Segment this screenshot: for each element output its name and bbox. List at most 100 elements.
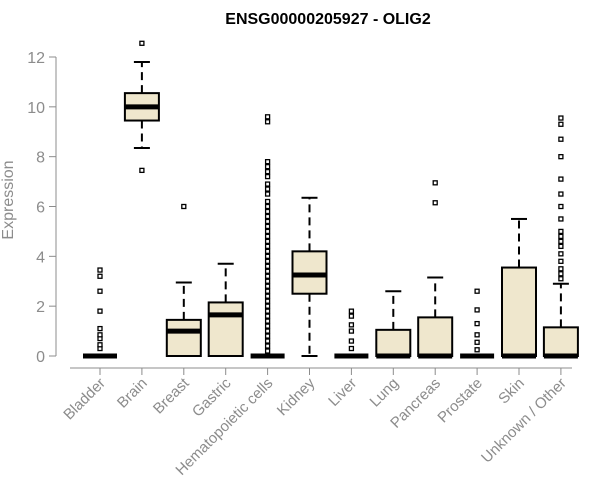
box-iqr [375, 328, 412, 357]
outlier-point [348, 322, 355, 328]
box-iqr [207, 301, 244, 358]
box-lung [375, 290, 412, 359]
outlier-point [264, 333, 271, 339]
y-tick-label: 0 [36, 349, 45, 366]
x-tick-label: Liver [325, 375, 360, 410]
outlier-point [558, 176, 564, 182]
box-liver [334, 308, 369, 359]
outlier-point [558, 203, 564, 210]
outlier-point [474, 332, 480, 338]
outlier-point [432, 180, 438, 186]
outlier-point [264, 223, 271, 230]
outlier-point [264, 158, 271, 165]
outlier-point [264, 298, 271, 304]
outlier-point [264, 303, 271, 309]
outlier-point [264, 318, 271, 324]
outlier-point [264, 268, 271, 274]
outlier-point [264, 273, 271, 279]
outlier-point [264, 278, 271, 284]
y-tick-label: 2 [36, 299, 45, 316]
box-prostate [460, 288, 495, 359]
outlier-point [558, 258, 564, 264]
outlier-point [264, 228, 271, 235]
outlier-point [264, 263, 271, 269]
outlier-point [264, 308, 271, 314]
outlier-point [348, 313, 355, 319]
box-kidney [291, 196, 328, 357]
y-tick-label: 12 [27, 50, 45, 67]
outlier-point [264, 338, 271, 344]
outlier-point [264, 293, 271, 299]
outlier-point [264, 181, 271, 187]
outlier-point [97, 332, 103, 338]
box-iqr [417, 316, 454, 358]
box-iqr [501, 266, 537, 358]
outlier-point [264, 238, 271, 245]
outlier-point [264, 173, 271, 180]
outlier-point [264, 258, 271, 264]
outlier-point [474, 347, 480, 353]
outlier-point [474, 339, 480, 345]
y-tick-label: 4 [36, 249, 45, 266]
outlier-point [97, 273, 103, 279]
y-axis: 0 2 4 6 8 10 12 [27, 50, 57, 366]
outlier-point [264, 191, 271, 197]
outlier-point [558, 121, 564, 127]
outlier-point [558, 243, 564, 250]
box-bladder [83, 267, 117, 359]
outlier-point [348, 338, 355, 344]
outlier-point [264, 218, 271, 225]
outlier-point [264, 323, 271, 329]
box-hematopoietic-cells [250, 114, 285, 359]
outlier-point [474, 320, 480, 327]
outlier-point [558, 228, 564, 235]
box-skin [501, 217, 537, 359]
outlier-point [558, 276, 564, 282]
boxes-layer [83, 40, 579, 359]
outlier-point [264, 168, 271, 175]
outlier-point [264, 233, 271, 240]
outlier-point [264, 114, 271, 120]
outlier-point [558, 136, 564, 142]
y-tick-label: 6 [36, 200, 45, 217]
box-iqr [165, 318, 202, 357]
outlier-point [558, 238, 564, 245]
y-tick-label: 10 [27, 100, 45, 117]
outlier-point [558, 271, 564, 277]
outlier-point [97, 288, 103, 294]
outlier-point [264, 313, 271, 319]
outlier-point [348, 345, 355, 352]
outlier-point [264, 119, 271, 125]
x-tick-label: Prostate [434, 375, 486, 427]
outlier-point [264, 248, 271, 255]
outlier-point [558, 154, 564, 160]
box-iqr [542, 326, 579, 357]
outlier-point [264, 328, 271, 334]
outlier-point [264, 288, 271, 294]
outlier-point [264, 213, 271, 220]
outlier-point [264, 186, 271, 192]
x-tick-label: Breast [150, 374, 193, 417]
outlier-point [558, 266, 564, 272]
y-axis-label: Expression [0, 160, 17, 239]
outlier-point [348, 328, 355, 334]
outlier-point [264, 243, 271, 250]
box-unknown-other [542, 115, 579, 359]
outlier-point [264, 208, 271, 215]
outlier-point [264, 253, 271, 259]
outlier-point [97, 267, 103, 273]
y-tick-label: 8 [36, 150, 45, 167]
box-brain [123, 40, 160, 174]
outlier-point [97, 342, 103, 348]
box-breast [165, 203, 202, 357]
outlier-point [558, 115, 564, 121]
x-tick-label: Brain [114, 375, 151, 412]
outlier-point [97, 325, 103, 332]
x-tick-label: Lung [367, 375, 403, 411]
outlier-point [348, 308, 355, 314]
outlier-point [558, 216, 564, 222]
chart-title: ENSG00000205927 - OLIG2 [225, 11, 431, 28]
outlier-point [432, 200, 438, 206]
